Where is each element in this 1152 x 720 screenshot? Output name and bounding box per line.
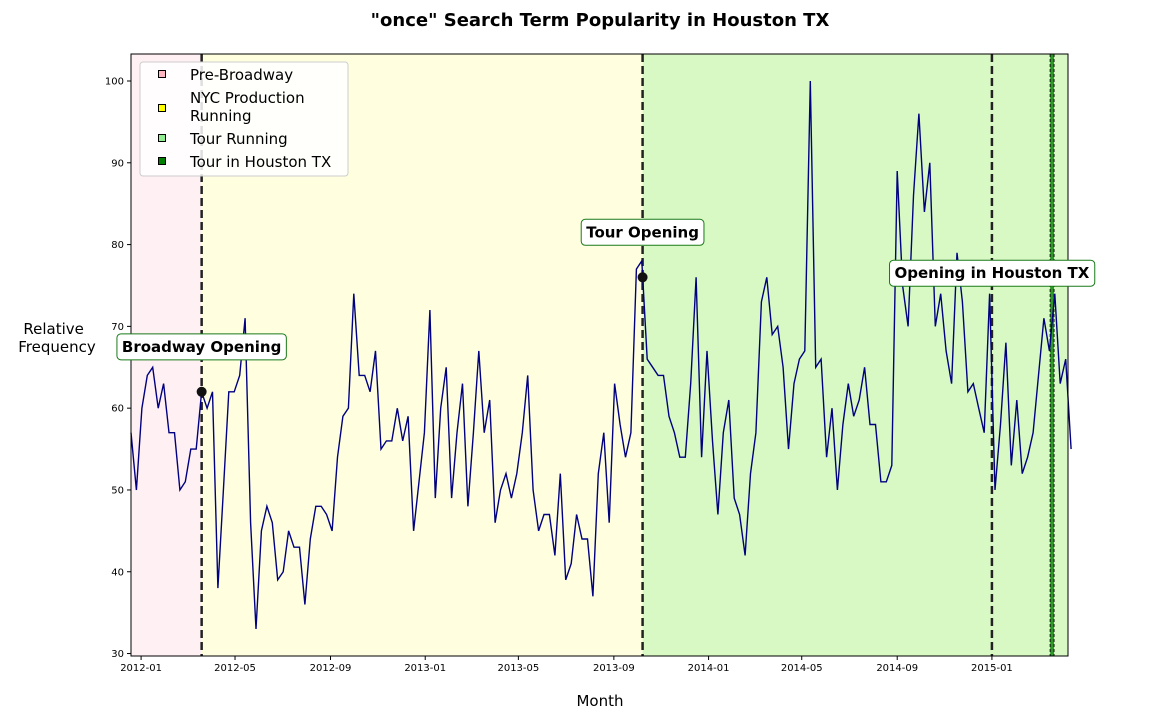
- x-tick-label: 2014-09: [876, 663, 918, 674]
- y-tick-label: 70: [111, 322, 124, 333]
- y-tick-label: 60: [111, 404, 124, 415]
- annotation-box-opening-in-houston-tx: [889, 259, 1096, 287]
- legend-label-tour-running: Tour Running: [189, 130, 288, 148]
- legend-label-pre-broadway: Pre-Broadway: [190, 66, 293, 84]
- annotation-opening-in-houston-tx: Opening in Houston TX: [889, 259, 1096, 287]
- y-tick-label: 50: [111, 485, 124, 496]
- y-axis-label-line-2: Frequency: [18, 338, 96, 356]
- band-tour-running: [642, 54, 1068, 656]
- x-tick-label: 2012-05: [214, 663, 256, 674]
- legend: Pre-Broadway NYC Production Running Tour…: [139, 61, 349, 177]
- y-tick-label: 40: [111, 567, 124, 578]
- event-markers: [196, 272, 648, 397]
- y-tick-label: 80: [111, 240, 124, 251]
- annotation-broadway-opening: Broadway Opening: [116, 333, 287, 361]
- legend-label-tour-houston: Tour in Houston TX: [189, 153, 331, 171]
- x-tick-label: 2012-01: [120, 663, 162, 674]
- legend-label-nyc-line-1: NYC Production: [190, 89, 305, 107]
- annotation-tour-opening: Tour Opening: [580, 218, 705, 246]
- y-axis-label: Relative Frequency: [18, 320, 96, 356]
- x-axis-label: Month: [576, 692, 623, 710]
- chart-title: "once" Search Term Popularity in Houston…: [371, 10, 830, 31]
- x-tick-label: 2014-05: [781, 663, 823, 674]
- x-tick-label: 2013-09: [593, 663, 635, 674]
- x-tick-label: 2012-09: [310, 663, 352, 674]
- annotation-label-tour-opening: Tour Opening: [586, 223, 699, 241]
- annotation-box-tour-opening: [580, 218, 705, 246]
- band-tour-in-houston-tx: [1050, 54, 1055, 656]
- annotation-box-broadway-opening: [116, 333, 287, 361]
- legend-label-nyc-production: NYC Production Running: [190, 89, 309, 125]
- x-axis: 2012-01 2012-05 2012-09 2013-01 2013-05 2013-…: [120, 656, 1013, 674]
- event-marker-tour-opening: [637, 272, 648, 283]
- annotations: Broadway Opening Tour Opening Opening in H…: [116, 218, 1096, 361]
- annotation-label-opening-in-houston-tx: Opening in Houston TX: [895, 264, 1090, 282]
- y-axis-label-line-1: Relative: [23, 320, 84, 338]
- legend-box: [139, 61, 349, 177]
- y-tick-label: 90: [111, 158, 124, 169]
- annotation-label-broadway-opening: Broadway Opening: [122, 338, 281, 356]
- x-tick-label: 2014-01: [688, 663, 730, 674]
- legend-swatch-tour-running: [158, 134, 166, 142]
- y-tick-label: 100: [105, 76, 124, 87]
- y-tick-label: 30: [111, 649, 124, 660]
- legend-label-nyc-line-2: Running: [190, 107, 251, 125]
- legend-swatch-nyc-production: [158, 104, 166, 112]
- x-tick-label: 2013-01: [404, 663, 446, 674]
- legend-swatch-pre-broadway: [158, 70, 166, 78]
- x-tick-label: 2013-05: [497, 663, 539, 674]
- series-line: [130, 80, 1072, 630]
- legend-swatch-tour-houston: [158, 157, 166, 165]
- x-tick-label: 2015-01: [971, 663, 1013, 674]
- y-axis: 30 40 50 60 70 80 90 100: [105, 76, 131, 660]
- event-marker-broadway-opening: [196, 386, 207, 397]
